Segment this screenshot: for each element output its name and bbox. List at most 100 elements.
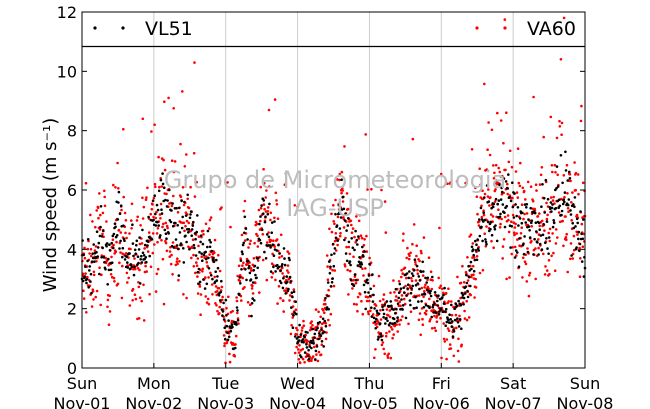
data-point — [201, 270, 204, 273]
data-point — [99, 205, 103, 208]
data-point — [464, 285, 468, 289]
data-point — [369, 287, 373, 291]
data-point — [91, 256, 95, 260]
data-point — [269, 239, 273, 242]
data-point — [188, 247, 191, 251]
data-point — [269, 211, 273, 215]
data-point — [255, 222, 259, 226]
data-point — [277, 243, 280, 247]
data-point — [540, 219, 544, 223]
data-point — [103, 195, 106, 199]
data-point — [515, 232, 518, 235]
data-point — [286, 269, 289, 272]
data-point — [431, 279, 434, 282]
data-point — [243, 199, 247, 203]
data-point — [141, 196, 144, 200]
data-point — [395, 299, 399, 302]
data-point — [251, 281, 255, 284]
data-point — [155, 210, 158, 214]
data-point — [351, 227, 355, 230]
data-point — [511, 205, 515, 209]
data-point — [552, 219, 555, 222]
data-point — [466, 289, 469, 293]
data-point — [391, 328, 394, 331]
data-point — [218, 305, 221, 309]
data-point — [135, 219, 139, 222]
data-point — [108, 310, 112, 313]
data-point — [352, 278, 356, 282]
data-point — [324, 322, 328, 325]
data-point — [149, 265, 153, 269]
data-point — [470, 245, 474, 249]
data-point — [251, 292, 255, 295]
data-point — [513, 245, 517, 249]
data-point — [283, 257, 286, 260]
data-point — [558, 198, 561, 201]
data-point — [269, 246, 272, 249]
data-point — [542, 135, 545, 139]
data-point — [447, 318, 450, 322]
data-point — [506, 182, 509, 186]
data-point — [382, 312, 386, 316]
data-point — [388, 315, 392, 319]
data-point — [134, 297, 138, 301]
data-point — [484, 240, 488, 244]
data-point — [251, 284, 254, 288]
data-point — [525, 206, 528, 209]
data-point — [119, 231, 123, 234]
data-point — [568, 177, 572, 180]
data-point — [529, 206, 532, 210]
data-point — [543, 211, 546, 214]
data-point — [263, 182, 266, 185]
data-point — [94, 225, 97, 229]
data-point — [527, 294, 531, 298]
data-point — [518, 184, 522, 188]
data-point — [350, 231, 354, 234]
data-point — [126, 281, 129, 284]
data-point — [286, 250, 290, 253]
data-point — [340, 178, 343, 181]
data-point — [560, 213, 563, 217]
data-point — [555, 165, 559, 168]
data-point — [342, 207, 346, 211]
data-point — [233, 354, 237, 358]
data-point — [146, 244, 149, 247]
data-point — [530, 219, 534, 222]
data-point — [493, 171, 496, 175]
data-point — [568, 170, 571, 174]
data-point — [212, 256, 215, 260]
data-point — [144, 198, 148, 201]
data-point — [427, 256, 431, 260]
data-point — [329, 285, 333, 288]
legend: VL51 VA60 — [82, 18, 585, 48]
data-point — [268, 185, 271, 188]
data-point — [423, 286, 426, 289]
data-point — [221, 310, 225, 313]
data-point — [123, 258, 127, 261]
data-point — [532, 95, 535, 99]
data-point — [326, 265, 329, 268]
data-point — [301, 326, 304, 330]
data-point — [117, 201, 120, 204]
data-point — [355, 215, 358, 218]
data-point — [224, 298, 228, 302]
data-point — [124, 219, 128, 222]
data-point — [323, 319, 327, 323]
data-point — [257, 208, 261, 212]
data-point — [308, 343, 311, 346]
data-point — [307, 359, 311, 363]
data-point — [394, 312, 397, 315]
data-point — [128, 267, 132, 271]
data-point — [139, 258, 142, 261]
data-point — [229, 225, 232, 229]
data-point — [466, 255, 469, 259]
data-point — [221, 295, 224, 299]
data-point — [520, 203, 524, 206]
data-point — [494, 224, 497, 227]
data-point — [343, 265, 347, 268]
data-point — [228, 352, 231, 356]
data-point — [272, 265, 275, 269]
data-point — [458, 318, 462, 321]
data-point — [348, 269, 352, 273]
data-point — [206, 297, 210, 301]
